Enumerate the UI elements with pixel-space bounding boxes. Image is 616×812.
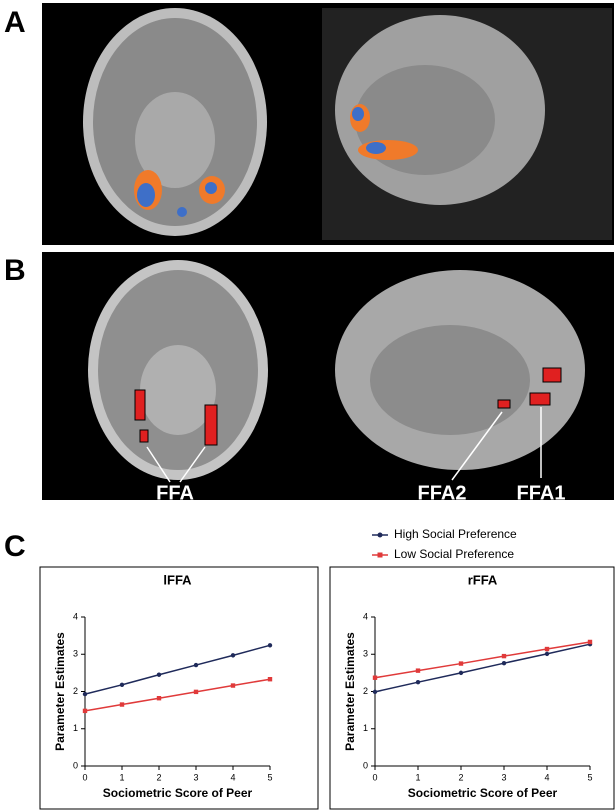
y-tick-label: 2: [363, 686, 368, 696]
x-tick-label: 0: [82, 772, 87, 782]
x-tick-label: 5: [587, 772, 592, 782]
panel-label: C: [4, 530, 26, 563]
brain-sagittal: [322, 8, 612, 240]
point: [156, 696, 162, 701]
point: [119, 682, 125, 687]
y-tick-label: 3: [73, 649, 78, 659]
y-tick-label: 0: [73, 760, 78, 770]
chart-frame: [329, 566, 615, 810]
legend-label: Low Social Preference: [394, 547, 514, 561]
point: [544, 651, 550, 657]
arrows: [146, 407, 542, 483]
y-axis-label: Parameter Estimates: [53, 632, 67, 751]
x-tick-label: 0: [372, 772, 377, 782]
point: [82, 708, 88, 714]
chart-title: lFFA: [163, 572, 192, 587]
point: [458, 670, 464, 676]
point: [156, 672, 162, 677]
annotation: FFA: [156, 482, 194, 504]
y-tick-label: 4: [363, 611, 368, 621]
x-tick-label: 2: [458, 772, 463, 782]
point: [544, 646, 550, 652]
y-tick-label: 4: [73, 611, 78, 621]
series-line: [374, 643, 591, 693]
brain-axial: [83, 8, 267, 236]
x-tick-label: 5: [267, 772, 272, 782]
point: [458, 661, 464, 666]
point: [415, 668, 421, 673]
x-tick-label: 4: [230, 772, 235, 782]
x-tick-label: 4: [544, 772, 549, 782]
x-tick-label: 2: [156, 772, 161, 782]
point: [230, 683, 236, 688]
x-tick-label: 3: [193, 772, 198, 782]
annotation: FFA2: [418, 482, 467, 504]
y-tick-label: 1: [73, 723, 78, 733]
x-tick-label: 1: [119, 772, 124, 782]
point: [230, 653, 236, 658]
chart-frame: [39, 566, 319, 810]
point: [415, 679, 421, 685]
y-axis-label: Parameter Estimates: [343, 632, 357, 751]
panel-label: B: [4, 254, 26, 287]
series-line: [374, 641, 591, 679]
x-tick-label: 3: [501, 772, 506, 782]
legend-marker: [377, 552, 383, 558]
point: [372, 689, 378, 695]
legend-marker: [377, 532, 383, 538]
point: [267, 643, 273, 648]
point: [267, 677, 273, 682]
y-tick-label: 3: [363, 649, 368, 659]
x-axis-label: Sociometric Score of Peer: [103, 786, 253, 800]
x-tick-label: 1: [415, 772, 420, 782]
x-axis-label: Sociometric Score of Peer: [408, 786, 558, 800]
point: [193, 662, 199, 668]
point: [193, 689, 199, 695]
chart-title: rFFA: [468, 572, 498, 587]
y-tick-label: 0: [363, 760, 368, 770]
annotation: FFA1: [517, 482, 566, 504]
series-line: [84, 678, 271, 712]
legend-label: High Social Preference: [394, 527, 517, 541]
brain-axial: [88, 260, 268, 480]
point: [119, 702, 125, 707]
series-line: [84, 644, 271, 695]
point: [372, 675, 378, 680]
brain-sagittal: [335, 270, 585, 470]
y-tick-label: 1: [363, 723, 368, 733]
panel-label: A: [4, 6, 26, 39]
point: [501, 653, 507, 659]
point: [587, 639, 593, 645]
y-tick-label: 2: [73, 686, 78, 696]
point: [501, 660, 507, 666]
point: [82, 691, 88, 697]
